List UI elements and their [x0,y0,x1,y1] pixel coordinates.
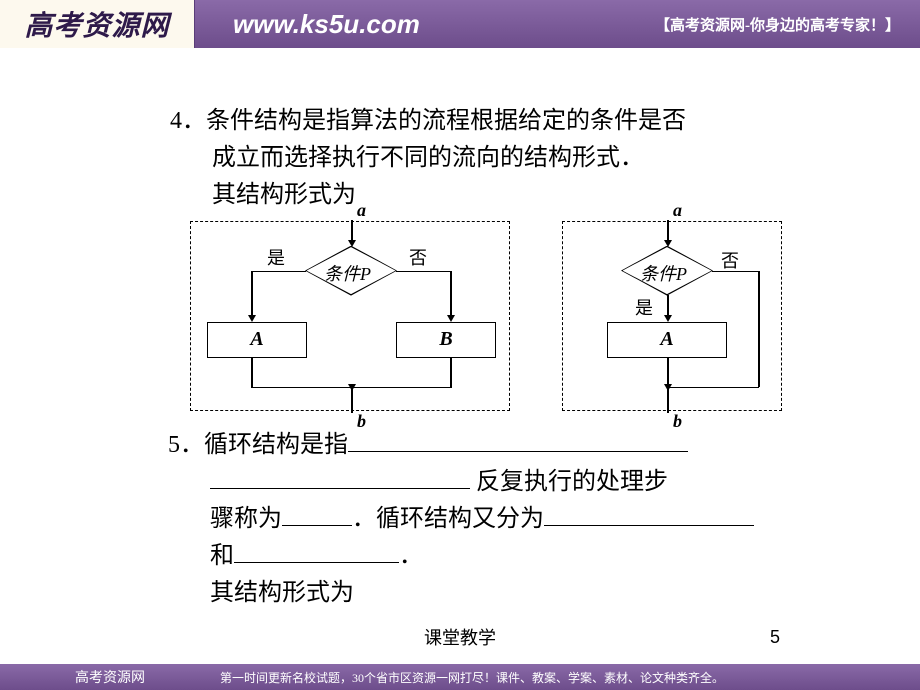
blank-1 [348,430,688,452]
q5-text-b: 反复执行的处理步 [476,469,668,495]
yes-label-1: 是 [267,244,285,270]
entry-label-a-2: a [673,200,682,221]
footer-center: 课堂教学 [0,624,920,650]
tagline: 【高考资源网-你身边的高考专家！】 [655,14,900,35]
no-label-1: 否 [409,244,427,270]
q4-text1: 条件结构是指算法的流程根据给定的条件是否 [206,108,686,134]
top-banner: 高考资源网 www.ks5u.com 【高考资源网-你身边的高考专家！】 [0,0,920,48]
flowchart-one-branch: a 条件P 否 是 A b [562,221,782,411]
diagram-row: a 条件P 是 否 A B b a [190,221,830,411]
flowchart-two-branch: a 条件P 是 否 A B b [190,221,510,411]
logo-box: 高考资源网 [0,0,195,48]
q5-text-a: 循环结构是指 [204,432,348,458]
q5-period: ． [399,543,423,569]
q5-block: 5．循环结构是指 反复执行的处理步 骤称为．循环结构又分为 和． 其结构形式为 [168,427,830,613]
blank-4 [544,504,754,526]
q5-line2: 反复执行的处理步 [210,464,830,501]
q5-line3: 骤称为 ．循环结构又分为 [210,501,830,538]
q5-text-c: 骤称为 [210,506,282,532]
no-label-2: 否 [721,247,739,273]
condition-label-2: 条件P [640,260,687,286]
blank-2 [210,467,470,489]
site-url: www.ks5u.com [233,9,420,40]
logo-text: 高考资源网 [24,4,169,44]
box-b: B [396,322,496,358]
q5-line5: 其结构形式为 [210,575,830,612]
condition-label: 条件P [324,260,371,286]
q4-num: 4． [170,108,206,134]
bottom-text: 第一时间更新名校试题，30个省市区资源一网打尽！课件、教案、学案、素材、论文种类… [220,669,724,686]
exit-label-b-2: b [673,411,682,432]
q4-line2: 成立而选择执行不同的流向的结构形式． [212,140,830,177]
yes-label-2: 是 [635,294,653,320]
q5-and: 和 [210,543,234,569]
q4-line3: 其结构形式为 [212,177,830,214]
slide-content: 4．条件结构是指算法的流程根据给定的条件是否 成立而选择执行不同的流向的结构形式… [0,48,920,613]
bottom-banner: 高考资源网 第一时间更新名校试题，30个省市区资源一网打尽！课件、教案、学案、素… [0,664,920,690]
q4-line1: 4．条件结构是指算法的流程根据给定的条件是否 [170,103,830,140]
box-a-2: A [607,322,727,358]
q5-text-d: ．循环结构又分为 [352,506,544,532]
q5-line4: 和． [210,538,830,575]
blank-3 [282,504,352,526]
page-number: 5 [770,627,780,648]
q5-line1: 5．循环结构是指 [168,427,830,464]
exit-label-b-1: b [357,411,366,432]
box-a: A [207,322,307,358]
bottom-logo: 高考资源网 [75,667,145,687]
q5-num: 5． [168,432,204,458]
blank-5 [234,541,399,563]
footer-center-text: 课堂教学 [424,628,496,648]
entry-label-a: a [357,200,366,221]
